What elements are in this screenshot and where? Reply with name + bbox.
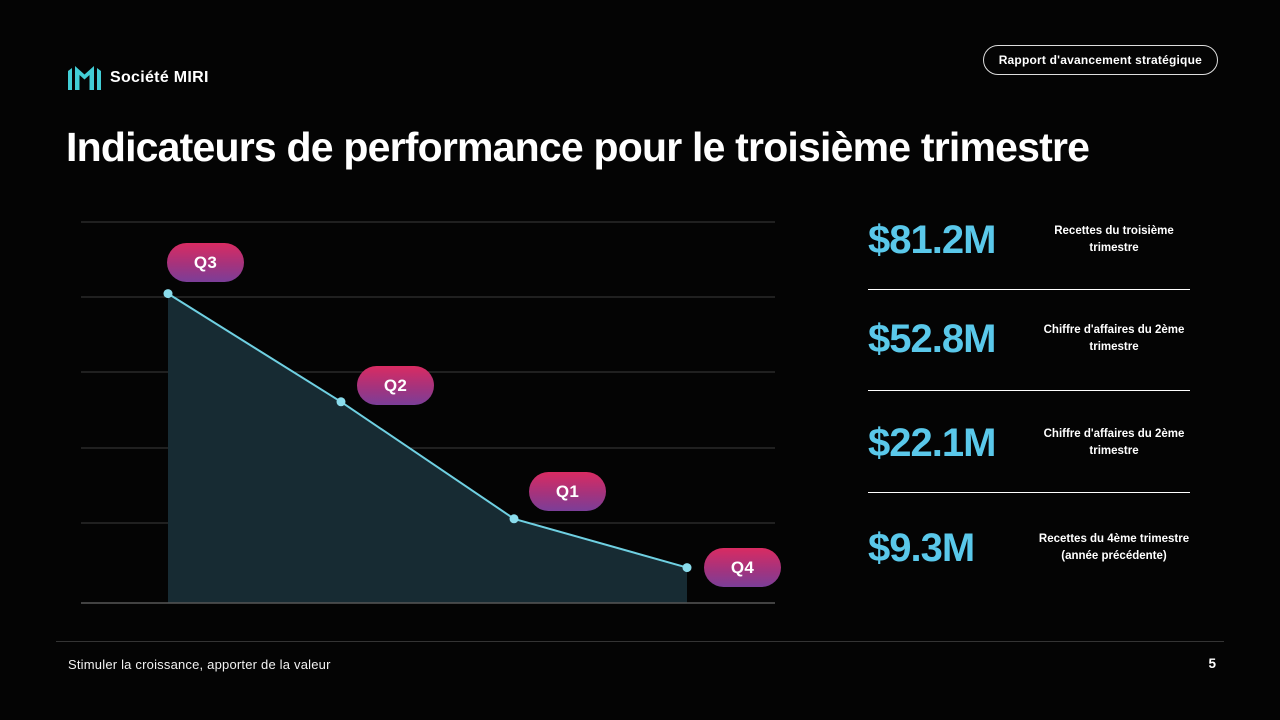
stat-row: $9.3M Recettes du 4ème trimestre (année …	[868, 508, 1190, 588]
point-badge-label: Q1	[555, 481, 580, 501]
stat-value: $22.1M	[868, 420, 996, 465]
stat-divider	[868, 289, 1190, 290]
point-badge-q2: Q2	[357, 366, 434, 405]
point-badge-q3: Q3	[167, 243, 244, 282]
point-2	[509, 514, 519, 524]
stat-row: $52.8M Chiffre d'affaires du 2ème trimes…	[868, 299, 1190, 379]
trend-area	[168, 293, 687, 603]
footer-tagline: Stimuler la croissance, apporter de la v…	[68, 657, 331, 672]
page-title: Indicateurs de performance pour le trois…	[66, 124, 1090, 170]
stat-label: Recettes du troisième trimestre	[1054, 225, 1174, 254]
stat-row: $22.1M Chiffre d'affaires du 2ème trimes…	[868, 403, 1190, 483]
quarterly-trend-chart: Q3 Q2 Q1 Q4	[81, 212, 781, 608]
stat-label: Recettes du 4ème trimestre (année précéd…	[1038, 533, 1190, 562]
stat-divider	[868, 492, 1190, 493]
miri-logo-icon	[68, 66, 101, 90]
stat-row: $81.2M Recettes du troisième trimestre	[868, 200, 1190, 280]
footer-divider	[56, 641, 1224, 642]
stat-value: $52.8M	[868, 316, 996, 361]
point-badge-label: Q2	[383, 375, 408, 395]
trend-chart-svg	[81, 221, 775, 604]
brand-name: Société MIRI	[110, 69, 209, 86]
point-0	[163, 289, 173, 299]
trend-line	[167, 292, 688, 569]
stat-value: $9.3M	[868, 525, 975, 570]
point-badge-q4: Q4	[704, 548, 781, 587]
point-1	[336, 397, 346, 407]
point-badge-label: Q3	[193, 252, 218, 272]
stat-divider	[868, 390, 1190, 391]
page-number: 5	[1208, 656, 1216, 671]
point-badge-q1: Q1	[529, 472, 606, 511]
stat-value: $81.2M	[868, 217, 996, 262]
point-3	[682, 563, 692, 573]
report-type-badge: Rapport d'avancement stratégique	[982, 45, 1218, 75]
stat-label: Chiffre d'affaires du 2ème trimestre	[1043, 324, 1185, 353]
point-badge-label: Q4	[730, 557, 755, 577]
stat-label: Chiffre d'affaires du 2ème trimestre	[1043, 428, 1185, 457]
data-points	[163, 289, 692, 573]
